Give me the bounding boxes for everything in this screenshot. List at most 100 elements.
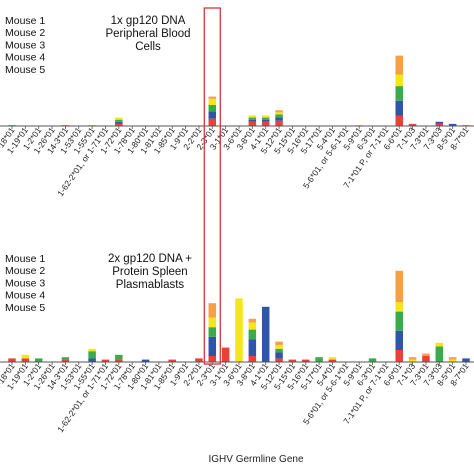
legend-entry: Mouse 3	[5, 39, 45, 51]
bar-segment	[328, 359, 337, 362]
legend-entry: Mouse 5	[5, 302, 45, 314]
bar-segment	[21, 358, 30, 362]
bar-segment	[288, 359, 297, 362]
bar-segment	[88, 348, 96, 352]
bar-segment	[395, 270, 403, 302]
title-line: 2x gp120 DNA +	[108, 253, 192, 265]
bar-segment	[115, 119, 123, 122]
bar-segment	[248, 117, 257, 120]
bar-segment	[208, 105, 217, 112]
bar-segment	[115, 354, 123, 360]
bar-segment	[248, 121, 257, 126]
bar-segment	[248, 115, 257, 118]
bar-segment	[462, 124, 470, 126]
highlight-box	[203, 7, 221, 365]
bar-segment	[208, 98, 217, 105]
bar-segment	[168, 359, 176, 362]
bar-segment	[248, 322, 257, 330]
bar-segment	[61, 359, 70, 362]
bar-segment	[248, 339, 257, 356]
bar-segment	[208, 336, 217, 356]
bar-segment	[395, 350, 403, 362]
bar-segment	[395, 74, 403, 87]
panel-title-top: 1x gp120 DNA Peripheral Blood Cells	[105, 15, 190, 53]
bar-segment	[275, 341, 283, 346]
bar-segment	[395, 311, 403, 331]
legend-entry: Mouse 5	[5, 64, 45, 76]
bar-segment	[315, 357, 323, 362]
legend-entry: Mouse 2	[5, 265, 45, 277]
bar-segment	[275, 117, 283, 121]
bar-segment	[261, 115, 270, 118]
bar-segment	[275, 345, 283, 349]
bars-peripheral-blood	[8, 55, 470, 126]
bar-segment	[208, 118, 217, 126]
bar-segment	[208, 111, 217, 119]
bar-segment	[235, 298, 243, 362]
title-line: Plasmablasts	[116, 279, 185, 291]
bar-segment	[355, 124, 363, 126]
bar-segment	[275, 352, 283, 359]
bar-segment	[435, 346, 444, 362]
bar-segment	[208, 356, 217, 362]
bar-segment	[248, 119, 257, 122]
bar-segment	[395, 100, 403, 116]
bar-segment	[448, 357, 457, 360]
title-line: Cells	[135, 41, 161, 53]
bar-segment	[422, 353, 430, 356]
legend-entry: Mouse 3	[5, 277, 45, 289]
bar-segment	[395, 55, 403, 75]
panel-title-bottom: 2x gp120 DNA + Protein Spleen Plasmablasts	[108, 253, 192, 291]
bar-segment	[208, 303, 217, 318]
legend-entry: Mouse 2	[5, 27, 45, 39]
bar-segment	[21, 354, 30, 359]
bar-segment	[395, 302, 403, 312]
bar-segment	[275, 114, 283, 118]
bar-segment	[261, 306, 270, 362]
title-line: Peripheral Blood	[105, 28, 190, 40]
bars-spleen-plasmablasts	[8, 270, 470, 362]
bar-segment	[88, 351, 96, 359]
bar-segment	[462, 358, 470, 362]
bar-segment	[221, 347, 230, 362]
legend-entry: Mouse 1	[5, 253, 45, 265]
bar-segment	[101, 359, 110, 362]
bar-segment	[261, 117, 270, 120]
legend-entry: Mouse 4	[5, 290, 45, 302]
bar-segment	[435, 123, 444, 126]
bar-segment	[61, 124, 70, 126]
bar-segment	[408, 123, 417, 126]
title-line: Protein Spleen	[112, 266, 187, 278]
bar-segment	[8, 124, 16, 126]
bar-segment	[368, 358, 377, 362]
bar-segment	[275, 358, 283, 362]
bar-segment	[435, 342, 444, 347]
bar-segment	[302, 359, 310, 362]
bar-segment	[448, 359, 457, 362]
bar-segment	[61, 357, 70, 360]
bar-segment	[248, 318, 257, 323]
bar-segment	[115, 117, 123, 120]
bar-segment	[435, 121, 444, 124]
bar-segment	[275, 120, 283, 126]
bar-segment	[408, 359, 417, 362]
bar-segment	[275, 110, 283, 113]
bar-segment	[261, 121, 270, 126]
bar-segment	[195, 358, 203, 362]
bar-segment	[34, 358, 43, 362]
bar-segment	[275, 348, 283, 353]
bar-segment	[88, 124, 96, 126]
bar-segment	[422, 356, 430, 362]
bar-segment	[261, 119, 270, 122]
bar-segment	[408, 357, 417, 360]
bar-segment	[208, 327, 217, 337]
bar-segment	[248, 356, 257, 362]
bar-segment	[115, 121, 123, 124]
highlight-boxes	[203, 7, 221, 365]
bar-segment	[141, 359, 150, 362]
bar-segment	[208, 96, 217, 99]
